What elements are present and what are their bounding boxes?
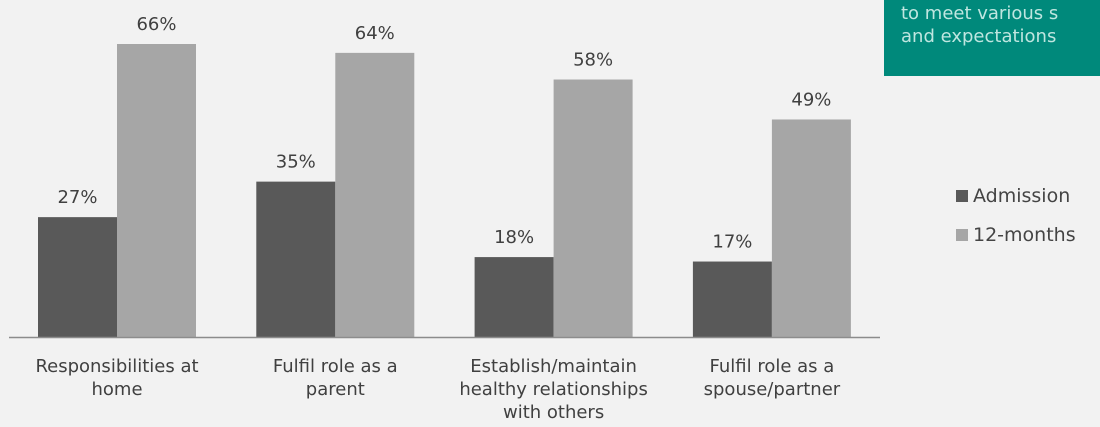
data-label-admission-3: 18% — [494, 227, 534, 248]
legend-swatch-admission — [956, 190, 968, 202]
callout-line-2: and expectations — [901, 26, 1057, 47]
category-label-3: Establish/maintain healthy relationships w… — [459, 356, 648, 423]
bar-chart: 27% 66% Responsibilities at home 35% 64% Fulfi… — [9, 14, 880, 423]
bar-12-months-2 — [335, 52, 415, 338]
data-label-admission-1: 27% — [57, 187, 97, 208]
category-label-2: Fulfil role as a parent — [273, 356, 398, 400]
legend-label-12-months: 12-months — [973, 224, 1076, 246]
data-label-12-months-2: 64% — [355, 23, 395, 44]
bar-12-months-4 — [771, 119, 851, 337]
bar-admission-3 — [474, 257, 554, 337]
data-label-12-months-4: 49% — [791, 89, 831, 110]
legend-item-12-months: 12-months — [956, 223, 1076, 247]
legend-label-admission: Admission — [973, 185, 1071, 207]
category-label-1: Responsibilities at home — [35, 356, 198, 400]
bar-admission-2 — [256, 181, 336, 337]
bar-admission-4 — [692, 261, 772, 337]
data-label-12-months-1: 66% — [136, 14, 176, 35]
callout-line-1: to meet various s — [901, 3, 1059, 24]
legend-swatch-12-months — [956, 229, 968, 241]
callout-box: to meet various s and expectations — [884, 0, 1100, 76]
callout-text: to meet various s and expectations — [901, 2, 1058, 48]
bar-12-months-3 — [553, 79, 633, 338]
data-label-admission-4: 17% — [712, 232, 752, 253]
legend-item-admission: Admission — [956, 184, 1076, 208]
legend: Admission 12-months — [956, 184, 1076, 262]
category-label-4: Fulfil role as a spouse/partner — [704, 356, 841, 400]
data-label-admission-2: 35% — [276, 152, 316, 173]
bar-admission-1 — [38, 217, 117, 337]
data-label-12-months-3: 58% — [573, 50, 613, 71]
bar-12-months-1 — [117, 44, 196, 337]
